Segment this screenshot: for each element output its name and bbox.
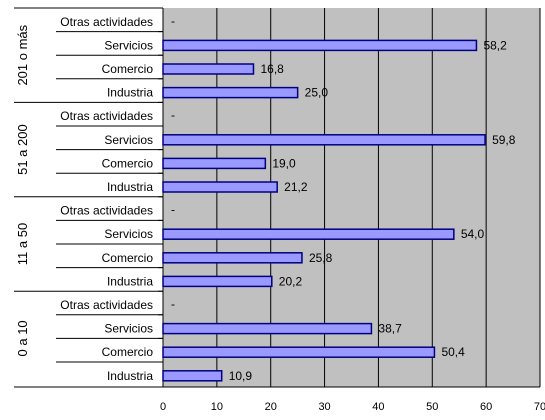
data-label: -	[171, 203, 175, 217]
group-label: 201 o más	[15, 24, 30, 85]
x-tick-label: 30	[318, 401, 330, 413]
x-tick-label: 50	[426, 401, 438, 413]
bar	[162, 252, 303, 264]
data-label: 54,0	[461, 227, 485, 241]
group-label: 51 a 200	[15, 124, 30, 175]
x-tick-label: 70	[534, 401, 545, 413]
category-label: Industria	[107, 86, 153, 100]
category-label: Servicios	[104, 133, 153, 147]
bar	[162, 86, 299, 99]
category-label: Otras actividades	[60, 298, 153, 312]
x-tick-label: 60	[480, 401, 492, 413]
category-label: Industria	[107, 274, 153, 288]
data-label: 16,8	[260, 62, 284, 76]
data-label: 20,2	[279, 274, 303, 288]
x-tick-label: 20	[265, 401, 277, 413]
bar	[162, 228, 455, 240]
bar	[162, 322, 373, 335]
data-label: 38,7	[378, 322, 402, 336]
data-label: -	[171, 108, 175, 122]
group-label: 11 a 50	[15, 223, 30, 265]
x-tick-label: 10	[211, 401, 223, 413]
category-label: Otras actividades	[60, 109, 153, 123]
category-label: Comercio	[102, 345, 154, 359]
bar	[162, 275, 273, 288]
x-tick-label: 0	[160, 401, 166, 413]
data-label: 21,2	[284, 180, 308, 194]
data-label: 19,0	[272, 156, 296, 170]
data-label: 10,9	[229, 369, 253, 383]
data-label: 25,0	[305, 86, 329, 100]
category-label: Comercio	[102, 156, 154, 170]
bar	[162, 370, 223, 382]
bar	[162, 134, 486, 146]
bar	[162, 181, 278, 193]
category-label: Comercio	[102, 62, 154, 76]
data-label: 50,4	[441, 345, 465, 359]
category-label: Industria	[107, 180, 153, 194]
x-tick-label: 40	[372, 401, 384, 413]
category-label: Otras actividades	[60, 15, 153, 29]
category-label: Otras actividades	[60, 204, 153, 218]
data-label: 58,2	[483, 38, 507, 52]
bar	[162, 346, 436, 358]
bar	[162, 157, 267, 170]
category-label: Servicios	[104, 38, 153, 52]
bar	[162, 39, 478, 52]
group-label: 0 a 10	[15, 320, 30, 356]
data-label: 25,8	[309, 251, 333, 265]
category-label: Servicios	[104, 227, 153, 241]
category-label: Comercio	[102, 251, 154, 265]
data-label: 59,8	[492, 133, 516, 147]
category-label: Servicios	[104, 322, 153, 336]
bar	[162, 63, 255, 75]
data-label: -	[171, 14, 175, 28]
data-label: -	[171, 297, 175, 311]
category-label: Industria	[107, 369, 153, 383]
